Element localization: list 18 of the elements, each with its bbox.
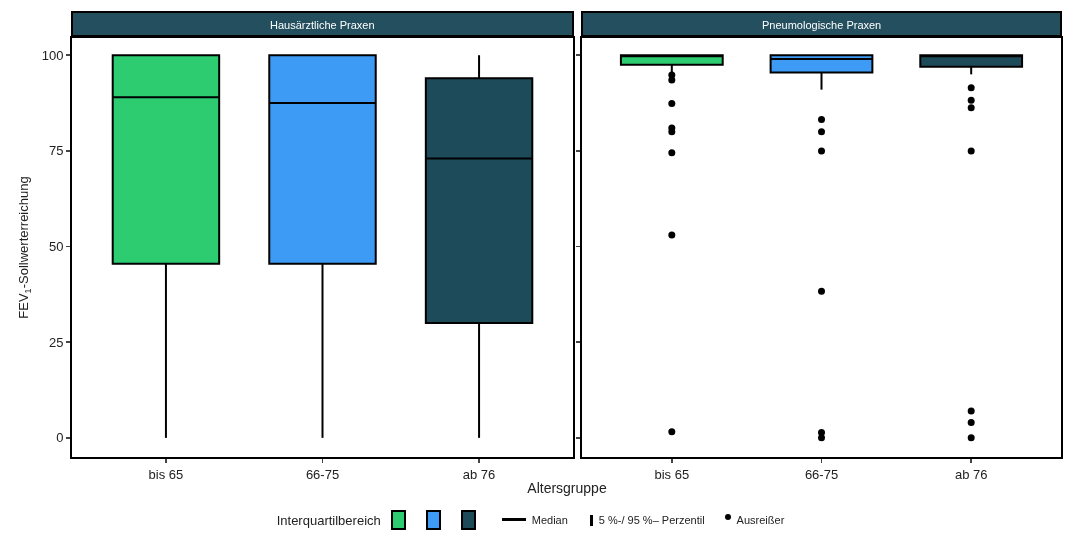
text: Ausreißer: [736, 514, 785, 526]
x-tick-label: bis 65: [654, 466, 690, 482]
x-tick-label: ab 76: [462, 466, 496, 482]
legend-title: Interquartilbereich: [276, 512, 381, 528]
y-tick-label: 50: [48, 239, 64, 255]
y-tick-label: 25: [48, 334, 64, 350]
y-tick-label: 100: [41, 47, 64, 63]
chart-title: Hausärztliche Praxen: [270, 19, 375, 31]
y-tick-label: 0: [56, 430, 64, 446]
chart-title: Pneumologische Praxen: [762, 19, 882, 31]
x-tick-label: 66-75: [804, 466, 839, 482]
text: 5 %-/ 95 %– Perzentil: [598, 514, 705, 526]
x-tick-label: ab 76: [954, 466, 988, 482]
x-tick-label: 66-75: [305, 466, 340, 482]
text: Median: [531, 514, 568, 526]
y-tick-label: 75: [48, 143, 64, 159]
x-tick-label: bis 65: [148, 466, 184, 482]
x-axis-title: Altersgruppe: [526, 480, 608, 496]
